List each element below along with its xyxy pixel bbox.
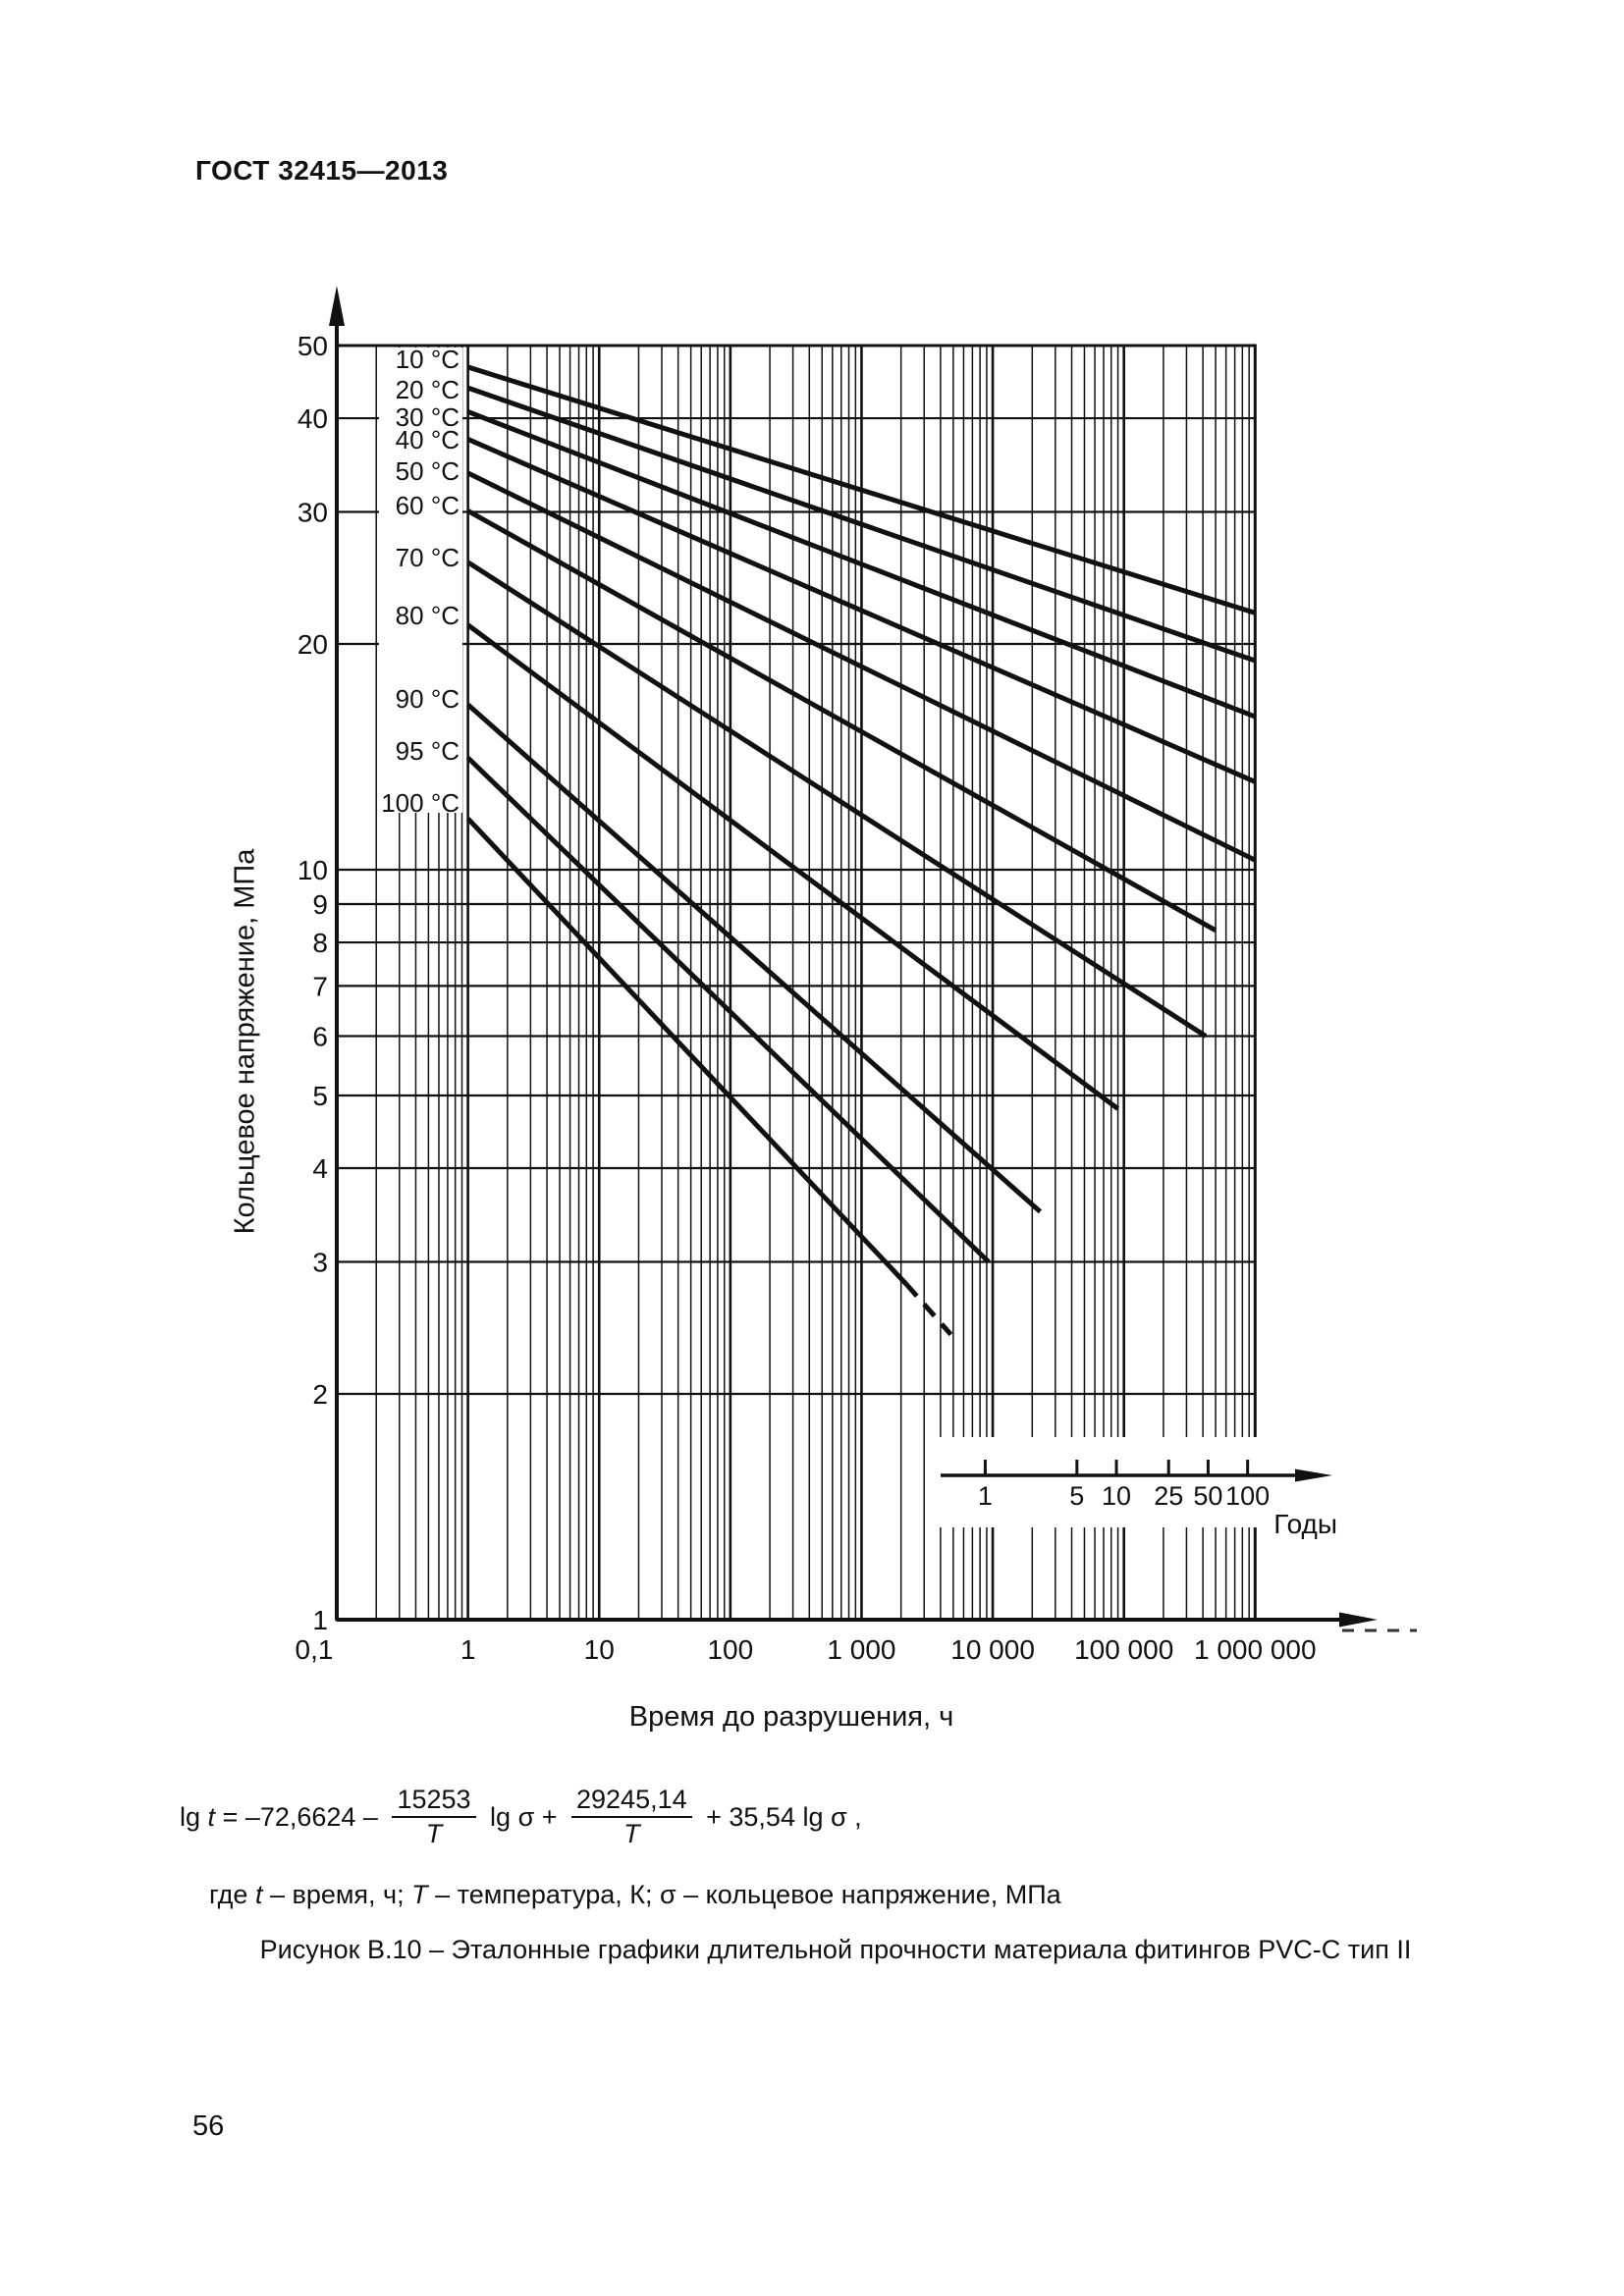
legend-time: – время, ч; xyxy=(262,1880,412,1909)
y-tick-label: 20 xyxy=(298,629,328,660)
years-tick-label: 5 xyxy=(1069,1481,1084,1511)
years-tick-label: 25 xyxy=(1154,1481,1183,1511)
formula-equals: = –72,6624 – xyxy=(215,1801,386,1832)
x-tick-label: 100 000 xyxy=(1074,1634,1173,1665)
formula-line: lg t = –72,6624 – 15253 T lg σ + 29245,1… xyxy=(180,1785,862,1849)
series-label-20C: 20 °C xyxy=(396,375,460,404)
years-tick-label: 1 xyxy=(978,1481,993,1511)
curve-70C xyxy=(466,560,1208,1039)
y-tick-label: 10 xyxy=(298,855,328,885)
x-tick-label: 100 xyxy=(707,1634,753,1665)
years-tick-label: 100 xyxy=(1225,1481,1270,1511)
series-label-50C: 50 °C xyxy=(396,456,460,486)
y-axis-arrowhead xyxy=(329,286,345,326)
formula-legend: где t – время, ч; T – температура, К; σ … xyxy=(180,1849,1061,1941)
series-label-70C: 70 °C xyxy=(396,543,460,572)
x-axis-title: Время до разрушения, ч xyxy=(628,1701,954,1733)
y-tick-label: 1 xyxy=(312,1605,328,1635)
curve-40C xyxy=(466,437,1257,784)
curve-10C xyxy=(466,364,1257,615)
fraction-denominator: T xyxy=(623,1819,640,1849)
y-tick-label: 8 xyxy=(312,928,328,958)
curve-dashed-100C xyxy=(904,1282,953,1337)
curve-60C xyxy=(466,508,1218,934)
series-label-90C: 90 °C xyxy=(396,684,460,714)
formula-middle: lg σ + xyxy=(482,1801,565,1832)
series-label-backdrop xyxy=(379,347,462,813)
y-tick-label: 40 xyxy=(298,403,328,434)
years-tick-label: 10 xyxy=(1102,1481,1131,1511)
y-tick-label: 6 xyxy=(312,1021,328,1051)
fraction-denominator: T xyxy=(425,1819,443,1849)
formula-fraction-2: 29245,14 T xyxy=(571,1785,692,1849)
years-axis-label: Годы xyxy=(1273,1509,1337,1539)
x-axis-arrowhead xyxy=(1339,1612,1378,1628)
y-axis-title: Кольцевое напряжение, МПа xyxy=(229,848,261,1235)
years-tick-label: 50 xyxy=(1193,1481,1222,1511)
curve-90C xyxy=(465,702,1043,1214)
years-axis-backdrop xyxy=(929,1437,1265,1527)
formula-fraction-1: 15253 T xyxy=(392,1785,476,1849)
x-tick-label: 10 000 xyxy=(950,1634,1035,1665)
series-label-10C: 10 °C xyxy=(396,345,460,374)
formula-lg: lg xyxy=(180,1801,208,1832)
legend-var-T: T xyxy=(411,1880,428,1909)
curve-30C xyxy=(466,409,1257,720)
page-number: 56 xyxy=(192,2110,225,2142)
y-tick-label: 30 xyxy=(298,497,328,527)
series-label-60C: 60 °C xyxy=(396,491,460,520)
y-tick-label: 4 xyxy=(312,1153,328,1184)
years-axis-arrowhead xyxy=(1295,1468,1332,1482)
x-tick-label: 1 000 000 xyxy=(1194,1634,1317,1665)
y-tick-label: 9 xyxy=(312,889,328,920)
series-label-100C: 100 °C xyxy=(381,788,460,818)
legend-var-t: t xyxy=(254,1880,263,1909)
legend-rest: – температура, К; σ – кольцевое напряжен… xyxy=(427,1880,1061,1909)
fraction-numerator: 15253 xyxy=(392,1785,476,1819)
x-tick-label: 1 xyxy=(460,1634,476,1665)
formula-var-t: t xyxy=(207,1801,216,1832)
curve-100C xyxy=(465,817,909,1287)
formula-tail: + 35,54 lg σ , xyxy=(698,1801,862,1832)
curve-50C xyxy=(466,470,1257,863)
x-tick-label: 0,1 xyxy=(296,1634,334,1665)
y-tick-label: 2 xyxy=(312,1379,328,1410)
series-label-40C: 40 °C xyxy=(396,425,460,454)
y-tick-label: 3 xyxy=(312,1247,328,1277)
y-tick-label: 50 xyxy=(298,331,328,361)
x-tick-label: 10 xyxy=(584,1634,615,1665)
x-tick-label: 1 000 xyxy=(827,1634,895,1665)
series-label-95C: 95 °C xyxy=(396,736,460,766)
standard-number: ГОСТ 32415—2013 xyxy=(195,155,449,186)
curve-95C xyxy=(465,756,991,1264)
curve-20C xyxy=(466,385,1257,664)
fraction-numerator: 29245,14 xyxy=(571,1785,692,1819)
series-label-80C: 80 °C xyxy=(396,601,460,630)
series-label-30C: 30 °C xyxy=(396,402,460,432)
curve-80C xyxy=(466,622,1120,1111)
y-tick-label: 7 xyxy=(312,971,328,1001)
legend-where: где xyxy=(209,1880,255,1909)
y-tick-label: 5 xyxy=(312,1081,328,1111)
figure-caption: Рисунок В.10 – Эталонные графики длитель… xyxy=(259,1935,1412,1964)
